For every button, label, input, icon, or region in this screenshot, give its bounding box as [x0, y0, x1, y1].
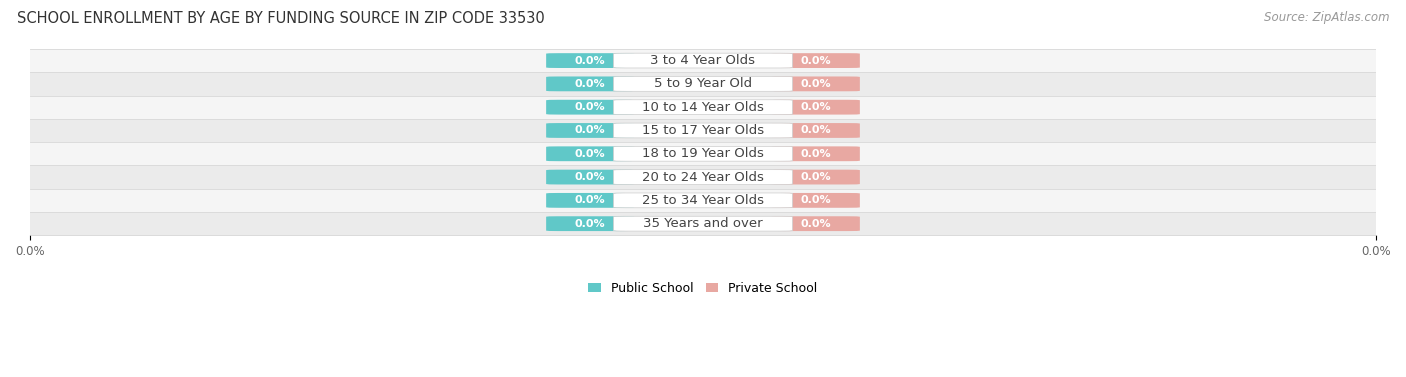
Text: 10 to 14 Year Olds: 10 to 14 Year Olds	[643, 101, 763, 114]
Text: 0.0%: 0.0%	[575, 172, 606, 182]
Text: 15 to 17 Year Olds: 15 to 17 Year Olds	[643, 124, 763, 137]
Text: SCHOOL ENROLLMENT BY AGE BY FUNDING SOURCE IN ZIP CODE 33530: SCHOOL ENROLLMENT BY AGE BY FUNDING SOUR…	[17, 11, 544, 26]
Text: 0.0%: 0.0%	[800, 126, 831, 135]
Text: 0.0%: 0.0%	[575, 219, 606, 229]
Text: 0.0%: 0.0%	[800, 55, 831, 66]
Text: 3 to 4 Year Olds: 3 to 4 Year Olds	[651, 54, 755, 67]
Text: 18 to 19 Year Olds: 18 to 19 Year Olds	[643, 147, 763, 160]
Text: 0.0%: 0.0%	[575, 79, 606, 89]
Text: 0.0%: 0.0%	[575, 149, 606, 159]
FancyBboxPatch shape	[613, 77, 793, 91]
Bar	[30, 95, 1376, 119]
FancyBboxPatch shape	[546, 123, 634, 138]
FancyBboxPatch shape	[613, 100, 793, 115]
Text: 0.0%: 0.0%	[800, 102, 831, 112]
FancyBboxPatch shape	[613, 53, 793, 68]
Legend: Public School, Private School: Public School, Private School	[583, 277, 823, 300]
Text: 5 to 9 Year Old: 5 to 9 Year Old	[654, 77, 752, 90]
FancyBboxPatch shape	[772, 77, 860, 91]
FancyBboxPatch shape	[772, 53, 860, 68]
Text: 0.0%: 0.0%	[575, 55, 606, 66]
FancyBboxPatch shape	[546, 100, 634, 115]
FancyBboxPatch shape	[772, 193, 860, 208]
FancyBboxPatch shape	[613, 146, 793, 161]
FancyBboxPatch shape	[546, 170, 634, 184]
FancyBboxPatch shape	[613, 193, 793, 208]
FancyBboxPatch shape	[613, 216, 793, 231]
FancyBboxPatch shape	[613, 170, 793, 184]
Text: 0.0%: 0.0%	[575, 195, 606, 205]
Text: 35 Years and over: 35 Years and over	[643, 217, 763, 230]
FancyBboxPatch shape	[546, 193, 634, 208]
Text: 0.0%: 0.0%	[800, 219, 831, 229]
FancyBboxPatch shape	[772, 146, 860, 161]
FancyBboxPatch shape	[772, 100, 860, 115]
Bar	[30, 142, 1376, 166]
Bar	[30, 72, 1376, 95]
Text: 0.0%: 0.0%	[800, 149, 831, 159]
FancyBboxPatch shape	[772, 123, 860, 138]
Text: Source: ZipAtlas.com: Source: ZipAtlas.com	[1264, 11, 1389, 24]
Text: 0.0%: 0.0%	[800, 172, 831, 182]
FancyBboxPatch shape	[772, 170, 860, 184]
Text: 0.0%: 0.0%	[800, 79, 831, 89]
FancyBboxPatch shape	[546, 77, 634, 91]
Bar	[30, 49, 1376, 72]
FancyBboxPatch shape	[613, 123, 793, 138]
Text: 0.0%: 0.0%	[575, 102, 606, 112]
Bar	[30, 212, 1376, 235]
Text: 25 to 34 Year Olds: 25 to 34 Year Olds	[643, 194, 763, 207]
Bar	[30, 189, 1376, 212]
FancyBboxPatch shape	[546, 53, 634, 68]
Bar	[30, 166, 1376, 189]
FancyBboxPatch shape	[772, 216, 860, 231]
FancyBboxPatch shape	[546, 146, 634, 161]
FancyBboxPatch shape	[546, 216, 634, 231]
Text: 0.0%: 0.0%	[575, 126, 606, 135]
Bar	[30, 119, 1376, 142]
Text: 20 to 24 Year Olds: 20 to 24 Year Olds	[643, 170, 763, 184]
Text: 0.0%: 0.0%	[800, 195, 831, 205]
